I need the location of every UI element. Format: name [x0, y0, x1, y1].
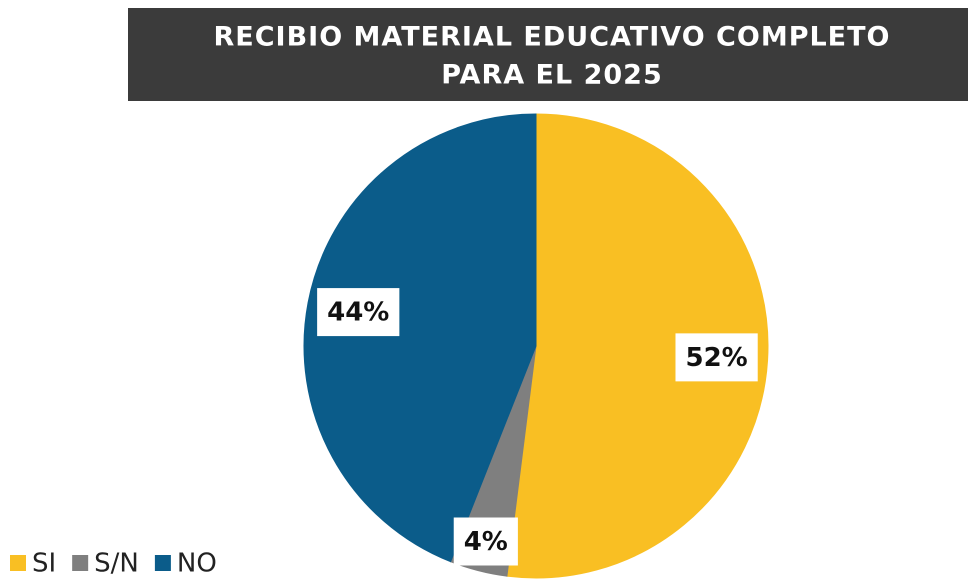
- label-box: [675, 333, 758, 382]
- data-label: 52%: [685, 343, 747, 373]
- chart-title: PARA EL 2025: [441, 60, 663, 91]
- legend-label: SI: [32, 549, 56, 579]
- chart-title: RECIBIO MATERIAL EDUCATIVO COMPLETO: [213, 22, 890, 53]
- legend-label: NO: [177, 549, 217, 579]
- pie-slice: [506, 113, 769, 579]
- legend-swatch: [10, 555, 26, 571]
- legend-label: S/N: [94, 549, 139, 579]
- data-label: 44%: [327, 298, 389, 328]
- legend-swatch: [72, 555, 89, 571]
- label-box: [317, 288, 400, 337]
- pie-slice: [303, 113, 537, 563]
- title-box: [128, 8, 968, 101]
- legend-swatch: [154, 555, 171, 571]
- label-box: [453, 517, 518, 566]
- data-label: 4%: [464, 527, 508, 557]
